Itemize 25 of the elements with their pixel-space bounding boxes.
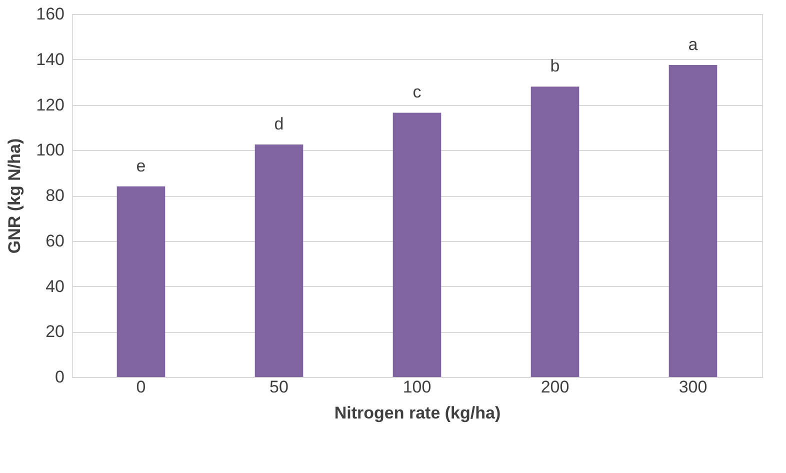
x-tick-label: 50 bbox=[270, 378, 288, 396]
x-tick-label: 200 bbox=[540, 378, 570, 396]
y-tick-label: 120 bbox=[36, 95, 64, 114]
bar bbox=[392, 112, 442, 377]
annotation: e bbox=[136, 156, 146, 176]
x-tick-label: 100 bbox=[402, 378, 432, 396]
bar bbox=[668, 65, 718, 377]
y-tick-label: 60 bbox=[46, 231, 64, 250]
y-tick-label: 40 bbox=[46, 276, 64, 296]
x-axis-title: Nitrogen rate (kg/ha) bbox=[334, 404, 501, 422]
bar bbox=[254, 144, 304, 377]
y-tick-label: 140 bbox=[36, 50, 64, 69]
bar bbox=[116, 186, 166, 377]
annotation: d bbox=[274, 114, 284, 134]
bar bbox=[530, 86, 580, 377]
y-tick-label: 80 bbox=[46, 186, 64, 205]
x-tick-label: 300 bbox=[678, 378, 708, 396]
x-tick-label: 0 bbox=[136, 378, 146, 396]
y-tick-label: 160 bbox=[36, 4, 64, 24]
y-tick-label: 100 bbox=[36, 140, 64, 160]
annotation: b bbox=[550, 56, 560, 76]
y-tick-label: 20 bbox=[46, 322, 64, 342]
annotation: a bbox=[688, 35, 698, 54]
annotation: c bbox=[412, 82, 422, 102]
y-axis-title: GNR (kg N/ha) bbox=[5, 138, 24, 254]
